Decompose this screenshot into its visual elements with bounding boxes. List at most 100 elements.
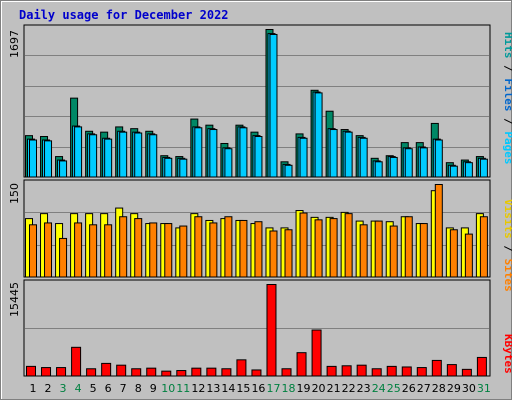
day-label: 30	[462, 382, 476, 395]
sites-bar	[29, 224, 37, 278]
sites-bar	[44, 222, 53, 278]
day-label: 16	[251, 382, 265, 395]
day-label: 3	[60, 382, 67, 395]
sites-bar	[434, 184, 443, 278]
day-label: 13	[206, 382, 220, 395]
hits-legend-files: Files	[502, 78, 512, 111]
sites-bar	[344, 213, 353, 278]
sites-bar	[179, 225, 188, 278]
pages-bar	[239, 127, 248, 178]
day-label: 24	[372, 382, 386, 395]
day-label: 1	[30, 382, 37, 395]
day-label: 29	[447, 382, 461, 395]
kbytes-bar	[206, 367, 217, 377]
kbytes-max-label: 15445	[8, 282, 21, 317]
day-label: 8	[135, 382, 142, 395]
pages-bar	[149, 134, 158, 178]
kbytes-bar	[251, 369, 262, 377]
pages-bar	[359, 137, 368, 178]
kbytes-bar	[146, 367, 157, 377]
pages-bar	[194, 127, 203, 178]
sites-bar	[164, 223, 173, 278]
sites-bar	[479, 216, 488, 278]
pages-bar	[374, 161, 383, 178]
hits-legend-sep1: /	[502, 112, 512, 132]
day-label: 6	[105, 382, 112, 395]
pages-bar	[44, 140, 53, 178]
sites-bar	[209, 222, 218, 278]
day-label: 10	[161, 382, 175, 395]
sites-bar	[449, 229, 458, 278]
kbytes-bar	[236, 359, 247, 377]
kbytes-bar	[26, 365, 36, 377]
sites-bar	[284, 229, 293, 278]
kbytes-bar	[311, 329, 322, 377]
day-label: 7	[120, 382, 127, 395]
sites-bar	[419, 223, 428, 278]
day-labels: 1 2 3 4 5 6 7 8 9 10 11 12 13 14 15 16 17 18 19 20 21 22 23 24 2…	[30, 382, 491, 395]
pages-bar	[179, 158, 188, 178]
day-label: 20	[312, 382, 326, 395]
day-label: 21	[327, 382, 341, 395]
day-label: 18	[282, 382, 296, 395]
kbytes-legend-kbytes: KBytes	[502, 334, 512, 374]
sites-bar	[89, 224, 98, 278]
pages-bar	[434, 139, 443, 178]
day-label: 28	[432, 382, 446, 395]
kbytes-bar	[356, 364, 367, 377]
day-label: 14	[221, 382, 235, 395]
pages-bar	[74, 126, 83, 178]
kbytes-legend: KBytes	[502, 334, 512, 374]
pages-bar	[314, 92, 323, 178]
sites-bar	[254, 221, 263, 278]
kbytes-bar	[116, 364, 127, 377]
day-label: 5	[90, 382, 97, 395]
pages-bar	[404, 148, 413, 178]
sites-bar	[404, 216, 413, 278]
pages-bar	[269, 33, 278, 178]
sites-bar	[149, 222, 158, 278]
day-label: 27	[417, 382, 431, 395]
day-label: 9	[150, 382, 157, 395]
kbytes-bar	[461, 368, 472, 377]
kbytes-bar	[131, 368, 142, 377]
kbytes-bar	[41, 367, 52, 377]
sites-bar	[224, 216, 233, 278]
pages-bar	[104, 138, 113, 178]
pages-bar	[329, 129, 338, 178]
pages-bar	[479, 158, 488, 178]
kbytes-bar	[401, 366, 412, 377]
kbytes-bar	[176, 370, 187, 377]
kbytes-bar	[161, 370, 172, 377]
kbytes-bar	[431, 359, 442, 377]
pages-bar	[134, 132, 143, 178]
sites-bar	[464, 233, 473, 278]
sites-bar	[269, 230, 278, 278]
hits-legend: Hits / Files / Pages	[502, 32, 512, 165]
sites-bar	[104, 224, 113, 278]
chart-title: Daily usage for December 2022	[19, 8, 229, 22]
day-label: 25	[387, 382, 401, 395]
pages-bar	[209, 129, 218, 178]
day-label: 23	[357, 382, 371, 395]
pages-bar	[164, 157, 173, 178]
sites-bar	[59, 237, 68, 278]
sites-bar	[74, 222, 83, 278]
visits-legend-sep: /	[502, 239, 512, 259]
pages-bar	[299, 137, 308, 178]
visits-max-label: 150	[8, 183, 21, 204]
day-label: 31	[477, 382, 491, 395]
kbytes-bar	[101, 362, 112, 377]
visits-legend-visits: Visits	[502, 199, 512, 239]
pages-bar	[254, 136, 263, 178]
pages-bar	[224, 148, 233, 178]
kbytes-bar	[446, 364, 457, 377]
day-label: 2	[45, 382, 52, 395]
pages-bar	[419, 147, 428, 178]
kbytes-bar	[296, 352, 307, 377]
kbytes-bar	[221, 368, 232, 377]
day-label: 12	[191, 382, 205, 395]
visits-legend: Visits / Sites	[502, 199, 512, 292]
day-label: 11	[176, 382, 190, 395]
